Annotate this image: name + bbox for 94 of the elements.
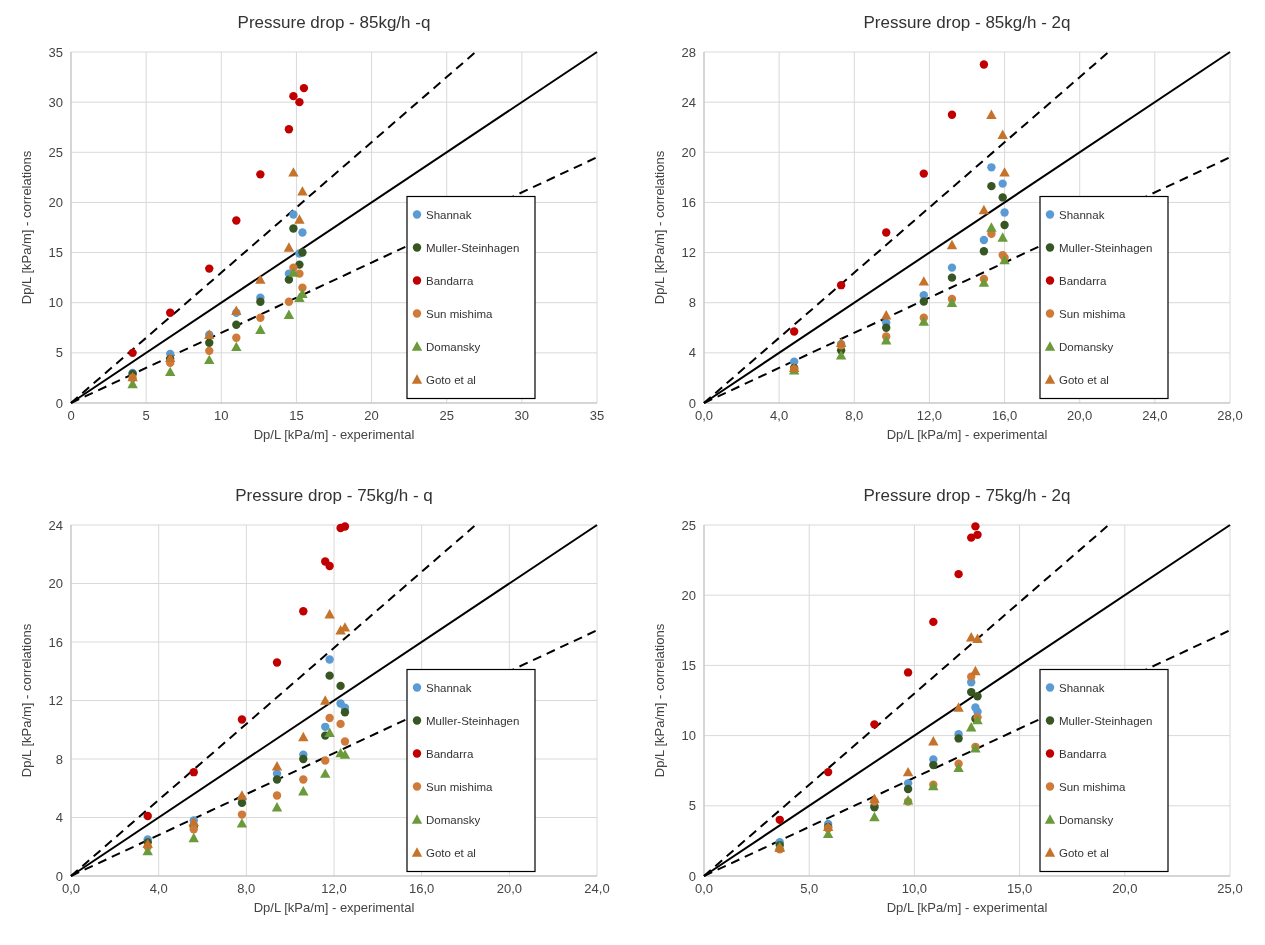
- x-tick-label: 4,0: [770, 408, 789, 423]
- y-tick-label: 35: [48, 44, 63, 60]
- legend-label: Goto et al: [426, 373, 476, 386]
- legend-label: Domansky: [1059, 813, 1114, 826]
- y-tick-label: 24: [48, 517, 63, 533]
- y-tick-label: 20: [48, 194, 63, 210]
- legend-label: Shannak: [426, 681, 472, 694]
- legend-label: Muller-Steinhagen: [426, 241, 520, 254]
- y-tick-label: 4: [55, 810, 63, 825]
- y-tick-label: 0: [55, 868, 63, 884]
- y-tick-label: 0: [688, 395, 696, 411]
- legend-label: Sun mishima: [1059, 307, 1127, 320]
- legend-label: Domansky: [1059, 340, 1114, 353]
- y-tick-label: 15: [681, 657, 696, 673]
- y-tick-label: 5: [55, 345, 63, 361]
- y-tick-label: 16: [681, 194, 696, 210]
- legend-label: Muller-Steinhagen: [1059, 714, 1153, 727]
- x-axis-title: Dp/L [kPa/m] - experimental: [253, 427, 415, 442]
- x-axis-title: Dp/L [kPa/m] - experimental: [253, 900, 415, 915]
- x-tick-label: 25: [439, 408, 454, 423]
- y-tick-label: 16: [48, 634, 63, 650]
- x-tick-label: 16,0: [991, 408, 1018, 423]
- x-tick-label: 0,0: [61, 881, 81, 896]
- y-tick-label: 25: [48, 144, 63, 160]
- legend-label: Bandarra: [426, 274, 474, 287]
- y-tick-label: 15: [48, 245, 63, 261]
- chart-title: Pressure drop - 85kg/h - 2q: [863, 13, 1071, 32]
- x-tick-label: 10,0: [901, 881, 928, 896]
- chart-title: Pressure drop - 75kg/h - 2q: [863, 486, 1071, 505]
- legend-label: Muller-Steinhagen: [1059, 241, 1153, 254]
- y-tick-label: 8: [55, 751, 63, 767]
- x-tick-label: 0,0: [694, 881, 714, 896]
- x-tick-label: 20,0: [496, 881, 522, 896]
- x-tick-label: 5: [142, 408, 150, 423]
- y-axis-title: Dp/L [kPa/m] - correlations: [19, 623, 34, 778]
- x-tick-label: 20,0: [1067, 408, 1093, 423]
- x-tick-label: 15,0: [1006, 881, 1033, 896]
- legend-label: Bandarra: [1059, 747, 1107, 760]
- x-axis-title: Dp/L [kPa/m] - experimental: [886, 900, 1048, 915]
- x-tick-label: 8,0: [237, 881, 256, 896]
- y-tick-label: 12: [681, 245, 696, 261]
- y-axis-title: Dp/L [kPa/m] - correlations: [19, 150, 34, 305]
- x-tick-label: 15: [289, 408, 304, 423]
- y-tick-label: 30: [48, 94, 63, 110]
- y-tick-label: 20: [48, 576, 63, 591]
- y-axis-title: Dp/L [kPa/m] - correlations: [652, 623, 667, 778]
- y-tick-label: 24: [681, 94, 696, 110]
- y-tick-label: 0: [55, 395, 63, 411]
- y-tick-label: 0: [688, 868, 696, 884]
- x-tick-label: 12,0: [916, 408, 943, 423]
- x-tick-label: 8,0: [845, 408, 864, 423]
- y-tick-label: 20: [681, 144, 696, 160]
- x-tick-label: 25,0: [1217, 881, 1243, 896]
- y-tick-label: 25: [681, 517, 696, 533]
- legend-label: Goto et al: [1059, 846, 1109, 859]
- y-tick-label: 4: [688, 345, 696, 361]
- y-tick-label: 20: [681, 587, 696, 603]
- y-tick-label: 8: [688, 295, 696, 311]
- y-tick-label: 12: [48, 693, 63, 708]
- x-tick-label: 16,0: [409, 881, 435, 896]
- x-axis-title: Dp/L [kPa/m] - experimental: [886, 427, 1048, 442]
- legend-label: Sun mishima: [426, 780, 494, 793]
- legend-label: Shannak: [1059, 208, 1105, 221]
- chart-title: Pressure drop - 85kg/h -q: [237, 13, 431, 32]
- x-tick-label: 30: [514, 408, 530, 423]
- y-tick-label: 10: [48, 295, 63, 311]
- x-tick-label: 28,0: [1217, 408, 1243, 423]
- x-tick-label: 4,0: [149, 881, 168, 896]
- legend-label: Bandarra: [426, 747, 474, 760]
- legend-label: Goto et al: [426, 846, 476, 859]
- legend-label: Bandarra: [1059, 274, 1107, 287]
- legend-label: Domansky: [426, 340, 481, 353]
- y-tick-label: 5: [688, 798, 696, 814]
- x-tick-label: 24,0: [584, 881, 610, 896]
- x-tick-label: 20,0: [1112, 881, 1138, 896]
- x-tick-label: 20: [364, 408, 379, 423]
- x-tick-label: 12,0: [321, 881, 347, 896]
- x-tick-label: 0,0: [694, 408, 714, 423]
- x-tick-label: 10: [214, 408, 229, 423]
- x-tick-label: 24,0: [1142, 408, 1168, 423]
- legend-label: Sun mishima: [1059, 780, 1127, 793]
- legend-label: Goto et al: [1059, 373, 1109, 386]
- y-tick-label: 28: [681, 44, 696, 60]
- legend-label: Shannak: [1059, 681, 1105, 694]
- legend-label: Sun mishima: [426, 307, 494, 320]
- y-tick-label: 10: [681, 728, 696, 744]
- x-tick-label: 0: [67, 408, 75, 423]
- legend-label: Shannak: [426, 208, 472, 221]
- legend-label: Domansky: [426, 813, 481, 826]
- x-tick-label: 35: [589, 408, 605, 423]
- y-axis-title: Dp/L [kPa/m] - correlations: [652, 150, 667, 305]
- chart-title: Pressure drop - 75kg/h - q: [235, 486, 433, 505]
- x-tick-label: 5,0: [800, 881, 819, 896]
- legend-label: Muller-Steinhagen: [426, 714, 520, 727]
